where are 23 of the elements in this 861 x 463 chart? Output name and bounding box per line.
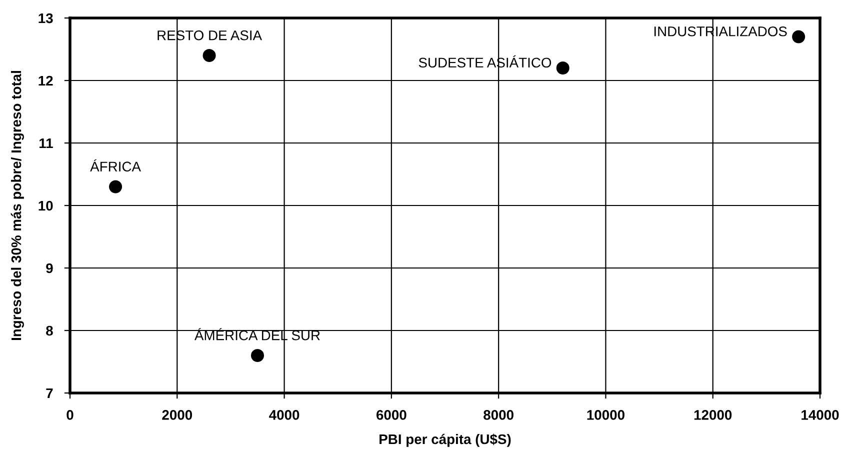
x-tick-label: 10000: [587, 410, 624, 420]
annotation: ÁFRICA: [90, 159, 141, 172]
x-tick-label: 12000: [694, 410, 732, 420]
point: [202, 48, 216, 62]
x-tick-label: 2000: [162, 410, 192, 420]
y-tick-label: 13: [38, 13, 53, 24]
y-tick-label: 12: [38, 76, 53, 86]
y-tick-label: 9: [46, 263, 53, 274]
y-tick-label: 7: [46, 388, 53, 398]
y-tick-label: 8: [46, 326, 53, 336]
x-tick-label: 4000: [269, 410, 300, 420]
y-axis-title: Ingreso del 30% más pobre/ Ingreso total: [10, 71, 24, 340]
point: [250, 348, 264, 362]
point: [556, 61, 570, 75]
x-tick-label: 8000: [484, 410, 514, 420]
y-tick-label: 11: [40, 138, 53, 148]
x-tick-label: 14000: [802, 410, 839, 420]
y-tick-label: 10: [38, 200, 53, 211]
point: [792, 30, 806, 44]
x-tick-label: 6000: [376, 410, 406, 420]
point: [109, 180, 122, 194]
x-tick-label: 0: [66, 410, 74, 420]
x-axis-title: PBI per cápita (U$S): [380, 434, 511, 447]
